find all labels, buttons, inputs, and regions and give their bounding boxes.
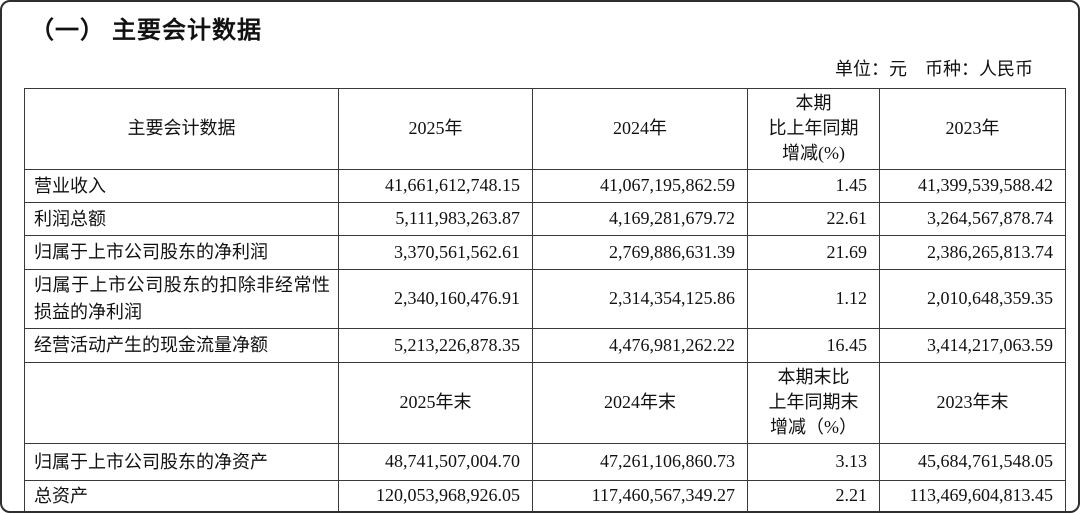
cell-label: 经营活动产生的现金流量净额 xyxy=(24,327,339,363)
header-cell-2024: 2024年 xyxy=(532,88,748,170)
yearend-header-row: 2025年末 2024年末 本期末比 上年同期末 增减（%） 2023年末 xyxy=(24,361,1066,444)
cell-label: 归属于上市公司股东的净利润 xyxy=(24,234,339,270)
cell-2025-value: 5,213,226,878.35 xyxy=(338,327,533,363)
cell-2025-value: 120,053,968,926.05 xyxy=(338,479,533,511)
header-cell-label-empty xyxy=(24,361,339,444)
period-header-row: 主要会计数据 2025年 2024年 本期 比上年同期 增减(%) 2023年 xyxy=(24,88,1066,170)
cell-2025-value: 41,661,612,748.15 xyxy=(338,168,533,203)
key-accounting-data-table: 主要会计数据 2025年 2024年 本期 比上年同期 增减(%) 2023年 … xyxy=(24,88,1066,511)
cell-change-value: 21.69 xyxy=(747,234,880,270)
cell-label: 营业收入 xyxy=(24,168,339,203)
header-cell-2025: 2025年 xyxy=(338,88,533,170)
cell-2024-value: 2,769,886,631.39 xyxy=(532,234,748,270)
header-cell-change: 本期 比上年同期 增减(%) xyxy=(747,88,880,170)
cell-2024-value: 4,169,281,679.72 xyxy=(532,201,748,236)
cell-2025-value: 3,370,561,562.61 xyxy=(338,234,533,270)
cell-2025-value: 5,111,983,263.87 xyxy=(338,201,533,236)
header-cell-2024-end: 2024年末 xyxy=(532,361,748,444)
cell-2024-value: 41,067,195,862.59 xyxy=(532,168,748,203)
table-row-net-assets: 归属于上市公司股东的净资产 48,741,507,004.70 47,261,1… xyxy=(24,442,1066,481)
cell-change-value: 1.45 xyxy=(747,168,880,203)
cell-2023-value: 3,264,567,878.74 xyxy=(879,201,1066,236)
section-title: （一） 主要会计数据 xyxy=(30,18,262,44)
header-cell-2023-end: 2023年末 xyxy=(879,361,1066,444)
cell-2024-value: 2,314,354,125.86 xyxy=(532,268,748,329)
table-row-deducted-net-profit: 归属于上市公司股东的扣除非经常性损益的净利润 2,340,160,476.91 … xyxy=(24,268,1066,329)
cell-2023-value: 3,414,217,063.59 xyxy=(879,327,1066,363)
cell-2023-value: 113,469,604,813.45 xyxy=(879,479,1066,511)
header-cell-2023: 2023年 xyxy=(879,88,1066,170)
cell-2025-value: 48,741,507,004.70 xyxy=(338,442,533,481)
table-row-net-profit: 归属于上市公司股东的净利润 3,370,561,562.61 2,769,886… xyxy=(24,234,1066,270)
cell-2023-value: 2,010,648,359.35 xyxy=(879,268,1066,329)
cell-label: 总资产 xyxy=(24,479,339,511)
cell-change-value: 22.61 xyxy=(747,201,880,236)
cell-2025-value: 2,340,160,476.91 xyxy=(338,268,533,329)
cell-change-value: 16.45 xyxy=(747,327,880,363)
cell-2024-value: 117,460,567,349.27 xyxy=(532,479,748,511)
cell-label: 归属于上市公司股东的扣除非经常性损益的净利润 xyxy=(24,268,339,329)
cell-label: 利润总额 xyxy=(24,201,339,236)
table-row-revenue: 营业收入 41,661,612,748.15 41,067,195,862.59… xyxy=(24,168,1066,203)
cell-2024-value: 47,261,106,860.73 xyxy=(532,442,748,481)
header-cell-label: 主要会计数据 xyxy=(24,88,339,170)
cell-2024-value: 4,476,981,262.22 xyxy=(532,327,748,363)
cell-change-value: 3.13 xyxy=(747,442,880,481)
cell-2023-value: 45,684,761,548.05 xyxy=(879,442,1066,481)
header-cell-2025-end: 2025年末 xyxy=(338,361,533,444)
unit-currency-note: 单位：元 币种：人民币 xyxy=(835,59,1033,79)
table-row-total-assets: 总资产 120,053,968,926.05 117,460,567,349.2… xyxy=(24,479,1066,511)
cell-2023-value: 41,399,539,588.42 xyxy=(879,168,1066,203)
cell-change-value: 1.12 xyxy=(747,268,880,329)
cell-2023-value: 2,386,265,813.74 xyxy=(879,234,1066,270)
table-row-total-profit: 利润总额 5,111,983,263.87 4,169,281,679.72 2… xyxy=(24,201,1066,236)
table-row-operating-cash-flow: 经营活动产生的现金流量净额 5,213,226,878.35 4,476,981… xyxy=(24,327,1066,363)
cell-change-value: 2.21 xyxy=(747,479,880,511)
cell-label: 归属于上市公司股东的净资产 xyxy=(24,442,339,481)
header-cell-end-change: 本期末比 上年同期末 增减（%） xyxy=(747,361,880,444)
